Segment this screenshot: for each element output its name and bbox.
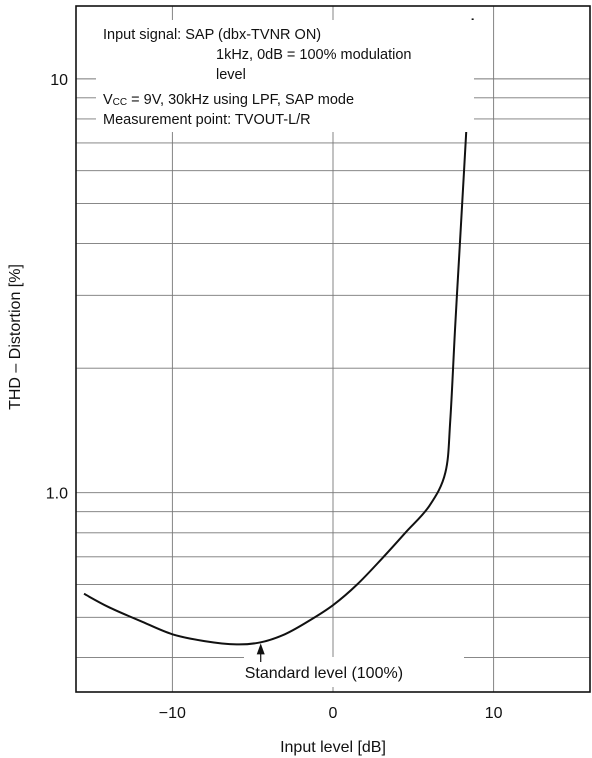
vcc-rest: = 9V, 30kHz using LPF, SAP mode [127, 92, 354, 108]
y-tick-label: 10 [50, 72, 68, 89]
x-tick-label: −10 [159, 705, 186, 722]
note-measurement-point: Measurement point: TVOUT-L/R [103, 112, 311, 128]
x-tick-label: 0 [329, 705, 338, 722]
marker-label-background [244, 657, 464, 687]
series-layer [83, 18, 474, 646]
plot-frame [75, 5, 591, 693]
note-modulation: 1kHz, 0dB = 100% modulation [216, 47, 411, 63]
x-tick-label: 10 [485, 705, 503, 722]
y-tick-label: 1.0 [46, 486, 68, 503]
standard-level-label: Standard level (100%) [245, 665, 403, 682]
note-supply-voltage: VCC = 9V, 30kHz using LPF, SAP mode [103, 92, 354, 108]
note-input-signal: Input signal: SAP (dbx-TVNR ON) [103, 27, 321, 43]
y-axis-label: THD – Distortion [%] [7, 264, 24, 410]
vcc-v: V [103, 92, 113, 108]
note-level: level [216, 67, 246, 83]
tick-labels: −10 0 10 1.0 10 [46, 72, 503, 722]
standard-level-arrow-head [256, 643, 265, 655]
x-axis-label: Input level [dB] [280, 739, 386, 756]
notes-background [96, 20, 474, 132]
vcc-subscript: CC [113, 97, 127, 108]
thd-curve [83, 18, 474, 646]
